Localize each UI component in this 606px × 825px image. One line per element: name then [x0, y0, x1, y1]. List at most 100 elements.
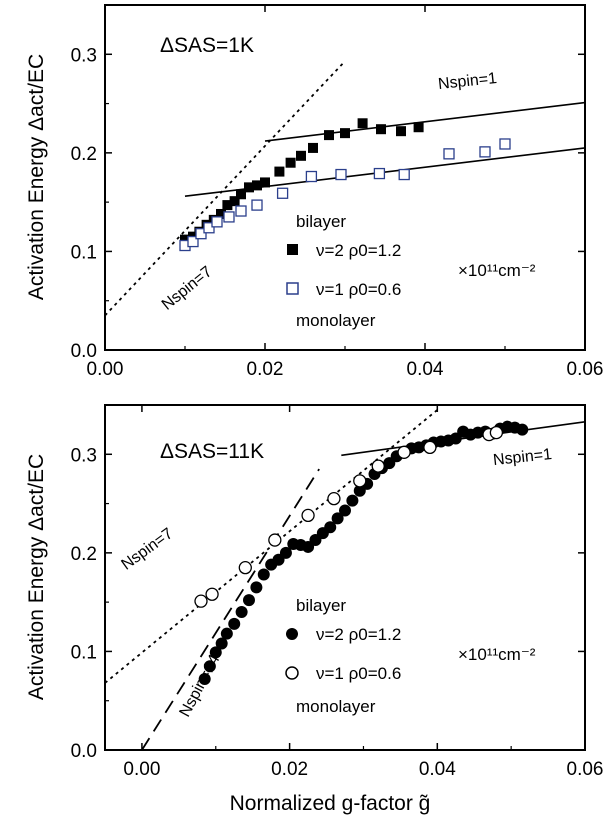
data-point-filled-circle	[339, 504, 351, 517]
y-tick-label: 0.3	[71, 45, 97, 66]
data-point-filled-circle	[203, 660, 216, 673]
data-point-filled-square	[274, 166, 285, 177]
data-point-filled-square	[252, 180, 262, 191]
data-point-open-circle	[238, 560, 252, 575]
axis-ticks: 0.00 0.02 0.04 0.06 0.0 0.1 0.2 0.3	[71, 5, 604, 380]
legend-marker-open-square	[286, 282, 299, 295]
axis-ticks: 0.00 0.02 0.04 0.06 0.0 0.1 0.2 0.3	[71, 405, 604, 780]
data-point-filled-square	[308, 142, 318, 153]
fit-lines	[105, 409, 585, 750]
legend-label-nu2: ν=2 ρ0=1.2	[316, 625, 401, 644]
data-points	[179, 118, 511, 252]
y-tick-label: 0.0	[71, 341, 97, 362]
data-point-filled-square	[396, 126, 406, 137]
data-point-filled-circle	[243, 594, 255, 607]
panel-top: 0.00 0.02 0.04 0.06 0.0 0.1 0.2 0.3 Activation …	[25, 4, 604, 380]
legend-footer: monolayer	[296, 311, 376, 330]
data-point-filled-square	[296, 150, 306, 161]
data-point-open-circle	[205, 587, 219, 601]
data-point-filled-circle	[215, 637, 228, 650]
data-point-filled-square	[244, 182, 254, 193]
legend-header: bilayer	[296, 596, 346, 615]
data-point-filled-square	[324, 130, 334, 141]
y-axis-title: Activation Energy Δact/EC	[25, 54, 48, 300]
y-tick-label: 0.1	[71, 642, 97, 663]
data-point-filled-circle	[228, 617, 241, 630]
legend-unit: ×10¹¹cm⁻²	[458, 261, 536, 280]
data-point-open-square	[479, 146, 491, 158]
y-tick-label: 0.0	[71, 741, 97, 762]
legend-header: bilayer	[296, 212, 346, 231]
data-point-filled-square	[376, 124, 386, 135]
data-point-filled-circle	[279, 546, 292, 559]
data-point-open-square	[335, 168, 347, 181]
data-point-open-square	[398, 168, 410, 181]
data-point-filled-square	[216, 208, 226, 219]
nspin-7-line	[105, 60, 346, 317]
legend-marker-filled-circle	[286, 628, 298, 640]
nspin-14-line	[141, 468, 320, 750]
data-point-open-square	[195, 228, 207, 240]
x-tick-label: 0.06	[567, 759, 604, 780]
data-points	[194, 420, 529, 686]
data-point-open-circle	[489, 425, 504, 440]
data-point-filled-circle	[235, 606, 248, 618]
data-point-filled-circle	[346, 494, 359, 507]
x-tick-label: 0.00	[123, 759, 160, 780]
data-point-open-square	[211, 216, 223, 228]
nspin-1-line	[341, 420, 585, 457]
data-point-filled-circle	[220, 627, 233, 640]
data-point-filled-circle	[324, 521, 337, 534]
x-tick-label: 0.06	[567, 359, 604, 380]
data-point-open-square	[443, 148, 455, 160]
delta-sas-label: ΔSAS=1K	[160, 34, 254, 57]
data-point-filled-square	[180, 234, 190, 245]
data-point-open-circle	[397, 445, 411, 459]
data-point-open-square	[203, 222, 215, 234]
x-tick-label: 0.04	[419, 759, 456, 780]
data-point-filled-circle	[516, 423, 529, 436]
x-tick-label: 0.02	[271, 759, 308, 780]
y-tick-label: 0.2	[71, 544, 97, 565]
data-point-filled-circle	[198, 673, 211, 686]
nspin-1-line	[264, 101, 585, 142]
data-point-open-square	[305, 170, 318, 183]
data-point-filled-square	[340, 128, 350, 139]
data-point-open-circle	[268, 533, 282, 547]
y-tick-label: 0.2	[71, 144, 97, 165]
y-tick-label: 0.1	[71, 242, 97, 263]
data-point-filled-square	[285, 157, 296, 168]
delta-sas-label: ΔSAS=11K	[160, 440, 264, 463]
data-point-filled-circle	[257, 568, 270, 581]
data-point-open-circle	[327, 491, 341, 506]
y-tick-label: 0.3	[71, 445, 97, 466]
data-point-open-circle	[353, 474, 367, 488]
nspin-14-label: Nspin=14	[177, 652, 224, 720]
legend-footer: monolayer	[296, 697, 376, 716]
data-point-open-square	[276, 187, 289, 199]
data-point-open-circle	[423, 440, 437, 455]
data-point-open-square	[235, 205, 247, 217]
legend-label-nu1: ν=1 ρ0=0.6	[316, 280, 401, 299]
data-point-open-square	[251, 199, 263, 211]
data-point-open-square	[499, 138, 511, 150]
data-point-filled-square	[357, 118, 368, 129]
x-tick-label: 0.04	[407, 359, 444, 380]
plot-frame	[104, 404, 586, 751]
panel-bottom: 0.00 0.02 0.04 0.06 0.0 0.1 0.2 0.3 Activation …	[25, 404, 604, 780]
data-point-open-square	[223, 211, 235, 223]
data-point-filled-square	[222, 200, 233, 211]
data-point-open-circle	[301, 508, 315, 523]
y-axis-title: Activation Energy Δact/EC	[25, 454, 48, 700]
data-point-filled-square	[260, 177, 270, 188]
data-point-filled-circle	[250, 581, 263, 594]
data-point-filled-square	[229, 196, 240, 207]
x-tick-label: 0.00	[87, 359, 124, 380]
legend-marker-open-circle	[285, 666, 299, 680]
legend-label-nu1: ν=1 ρ0=0.6	[316, 664, 401, 683]
nspin-1-label: Nspin=1	[437, 70, 498, 93]
nspin-1-label: Nspin=1	[492, 446, 553, 469]
nspin-7-label: Nspin=7	[159, 263, 216, 313]
data-point-open-circle	[194, 594, 208, 608]
